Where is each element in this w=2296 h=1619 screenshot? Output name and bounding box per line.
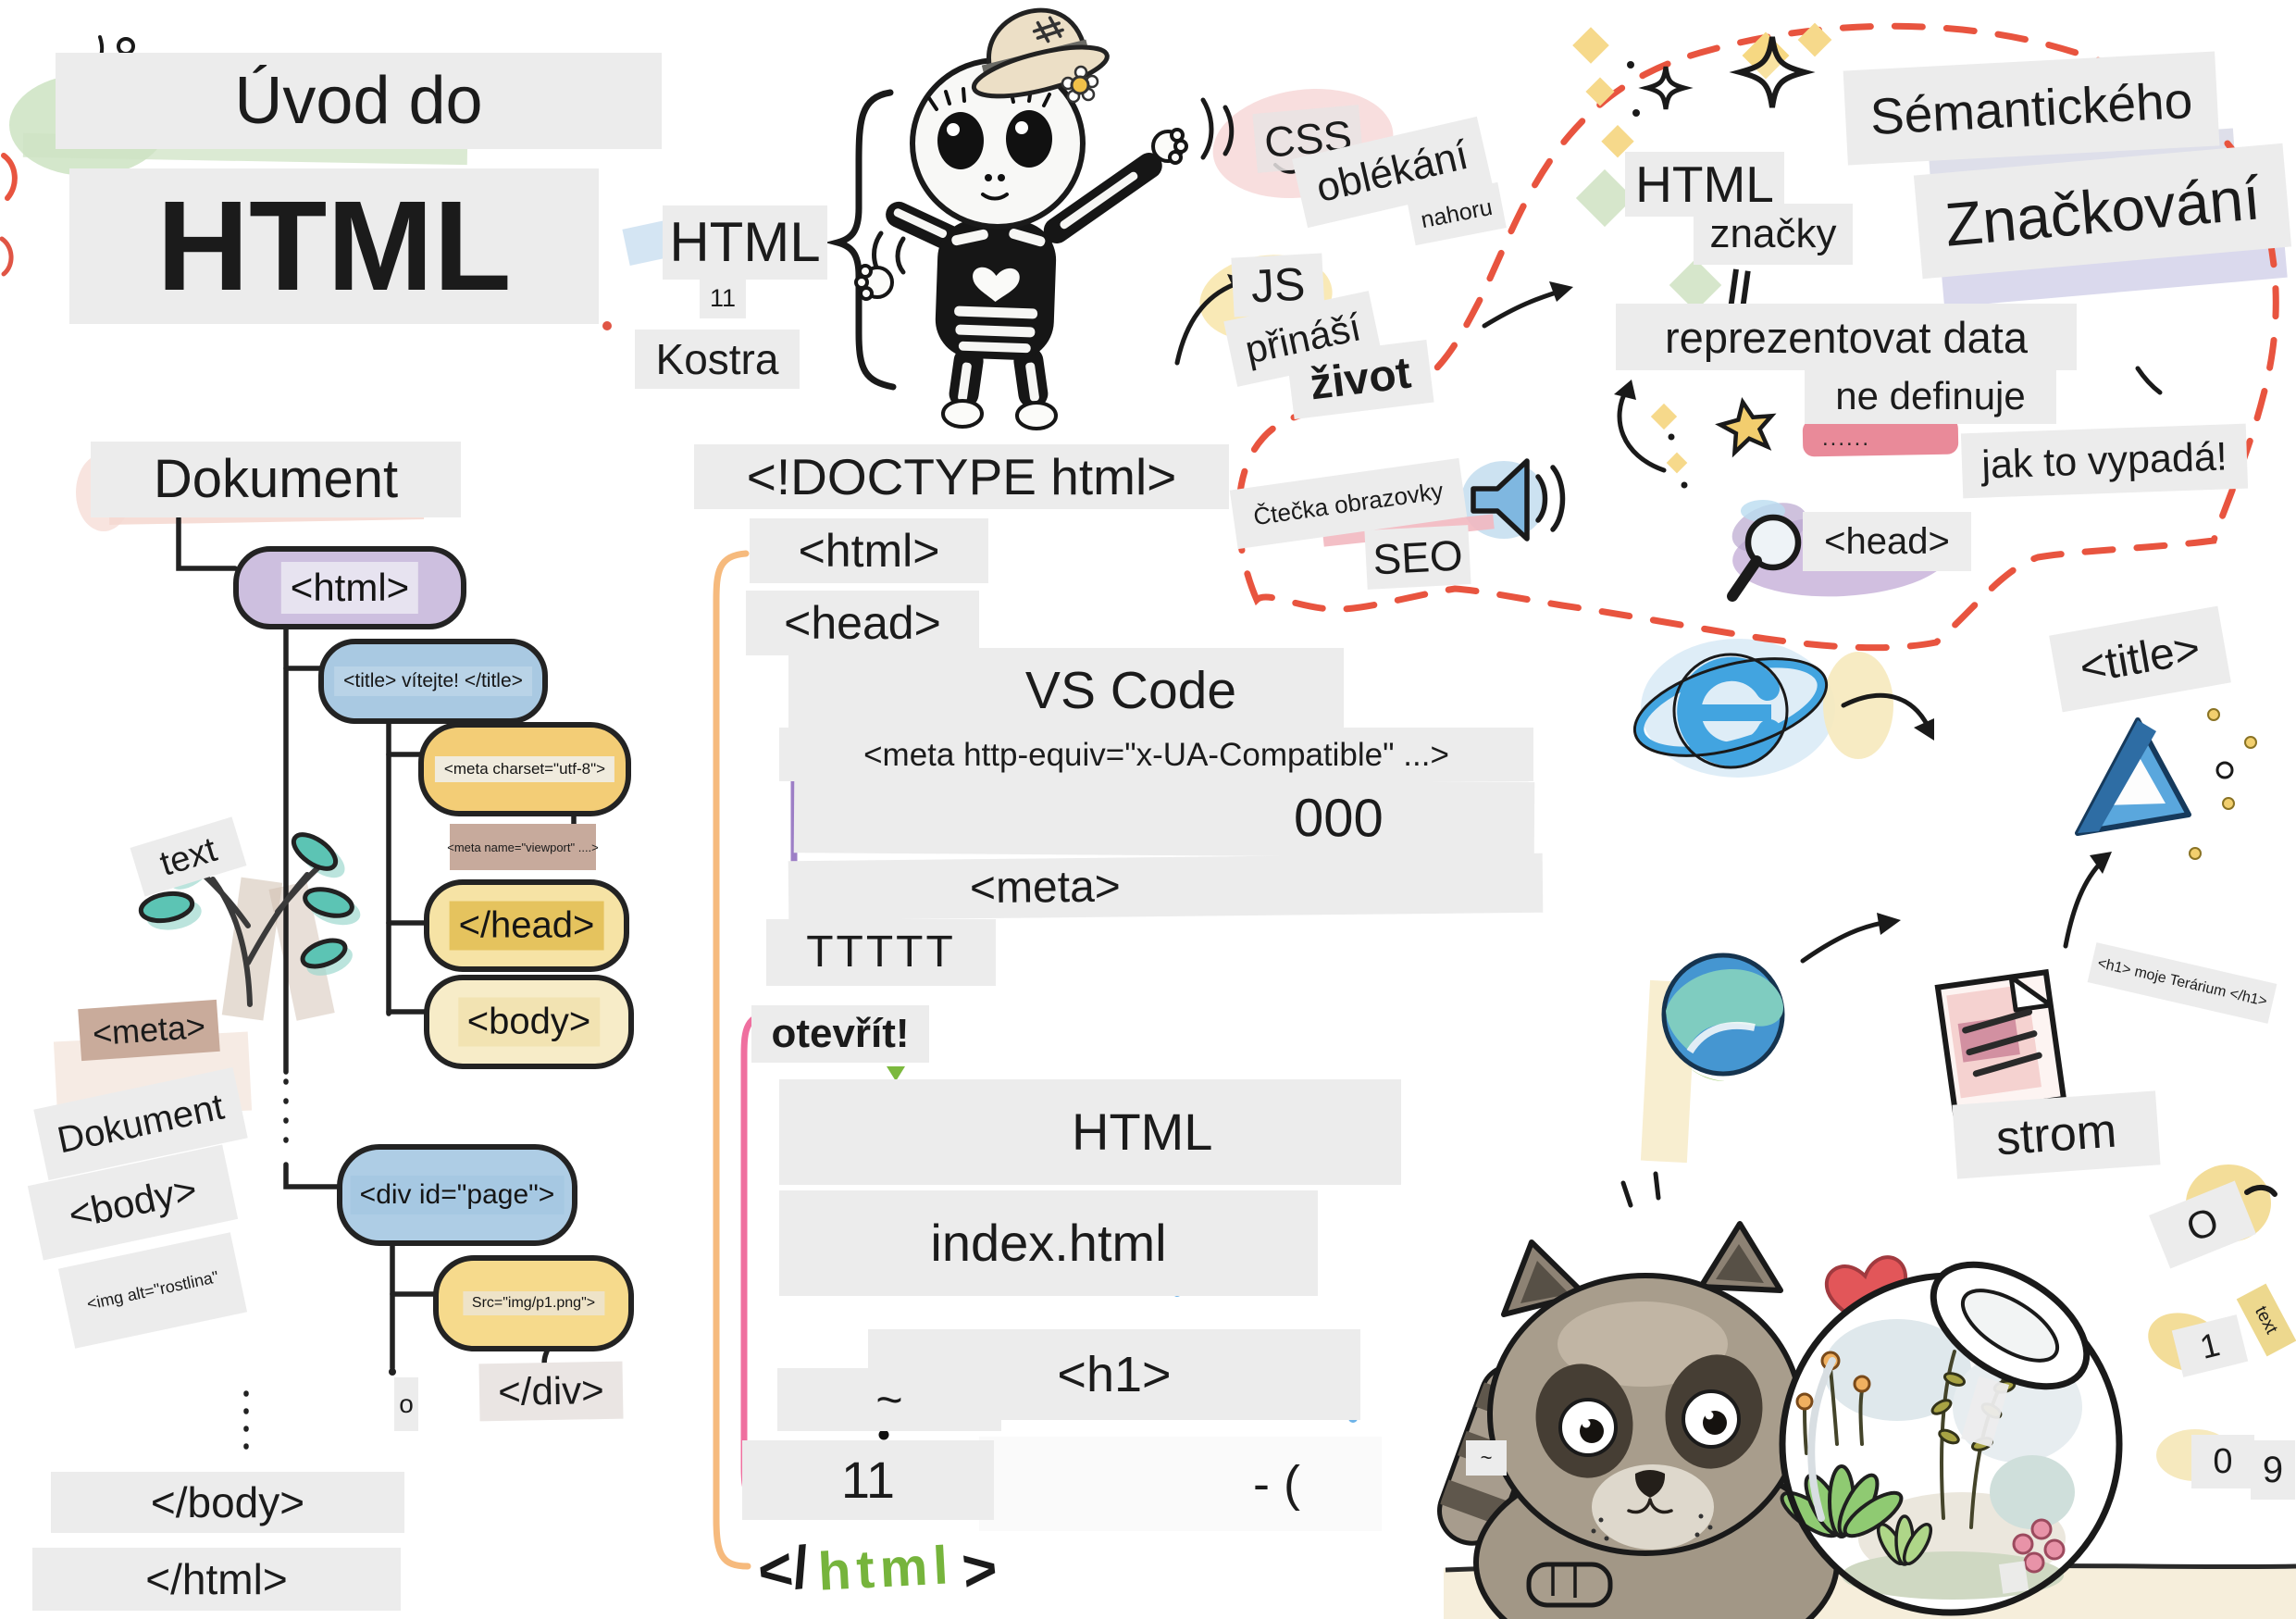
label-highlight-dots: ...... [1821,426,1870,451]
label-html-right: HTML [1625,152,1784,217]
red-dashed-outline [1235,22,2279,652]
code-ttttt: TTTTT [766,919,996,986]
tree-heading: Dokument [91,442,461,517]
tree-node-div: <div id="page"> [337,1144,577,1246]
tree-o-mark: o [394,1377,418,1431]
label-znacky: značky [1694,204,1853,265]
label-ne-definuje: ne definuje [1805,368,2056,424]
star-icon [1715,396,1777,458]
label-html-center: HTML [663,205,827,280]
scatter-tilde: ~ [1466,1440,1507,1476]
tree-node-charset: <meta charset="utf-8"> [418,722,631,816]
code-head-open: <head> [746,591,979,655]
label-head-right: <head> [1803,512,1971,571]
document-icon [1934,968,2067,1117]
code-meta: <meta> [788,853,1544,921]
tree-body-close: </body> [51,1472,404,1533]
label-html-version: 11 [700,278,746,318]
label-otevrit: otevřít! [751,1005,929,1063]
label-semantickeho: Sémantického [1843,51,2220,166]
tree-node-title: <title> vítejte! </title> [318,639,548,724]
code-html-word: HTML [779,1079,1401,1185]
code-tilde: ~ [777,1368,1001,1431]
label-meta-left: <meta> [78,999,220,1062]
code-index-file: index.html [779,1190,1318,1296]
scatter-nine: 9 [2251,1440,2295,1500]
code-meta-http: <meta http-equiv="x-UA-Compatible" ...> [779,728,1533,781]
tree-node-html: <html> [233,546,466,629]
edge-browser-icon [1661,953,1785,1081]
label-reprezentovat: reprezentovat data [1616,304,2077,370]
code-eleven: 11 [742,1440,994,1520]
terrarium-illustration [1779,1261,2123,1616]
raccoon-illustration [1434,1221,1840,1619]
closing-bracket-end: > [959,1534,1001,1604]
pink-bracket [740,1009,779,1511]
code-logo-icon [2075,708,2277,1197]
code-doctype: <!DOCTYPE html> [694,444,1229,509]
tree-node-head-close: </head> [424,879,629,972]
label-seo: SEO [1364,525,1471,590]
tree-html-close: </html> [32,1548,401,1611]
code-html-open: <html> [750,518,988,583]
dom-tree-lines [176,516,577,1465]
label-strom: strom [1952,1090,2161,1179]
page-title-main: HTML [69,168,599,324]
tree-node-src: Src="img/p1.png"> [433,1255,634,1351]
tree-node-body: <body> [424,975,634,1069]
hat-icon [971,7,1110,99]
label-kostra: Kostra [635,330,800,389]
label-jak-to-vypada: jak to vypadá! [1960,423,2249,499]
closing-word: html [816,1535,955,1602]
magnifier-icon [1727,500,1807,602]
label-vscode: VS Code [788,648,1344,733]
code-zeros: 000 [793,777,1535,858]
page-title-top: Úvod do [56,53,662,149]
speaker-icon [1471,458,1566,542]
code-closing-tag: </ html > [729,1523,1025,1615]
curly-brace [825,89,897,391]
sparkle-lines [1620,1171,1661,1208]
orange-bracket [713,550,751,1570]
skeleton-illustration [854,7,1188,430]
flower-icon [1061,65,1099,104]
code-sad: - ( [979,1437,1382,1531]
tree-node-viewport: <meta name="viewport" ....> [447,824,599,870]
closing-bracket-open: </ [753,1533,813,1605]
tree-div-close: </div> [478,1361,624,1422]
ie-browser-icon [1632,653,1829,769]
green-cursor-icon [887,1066,905,1081]
scatter-zero: 0 [2191,1435,2254,1488]
